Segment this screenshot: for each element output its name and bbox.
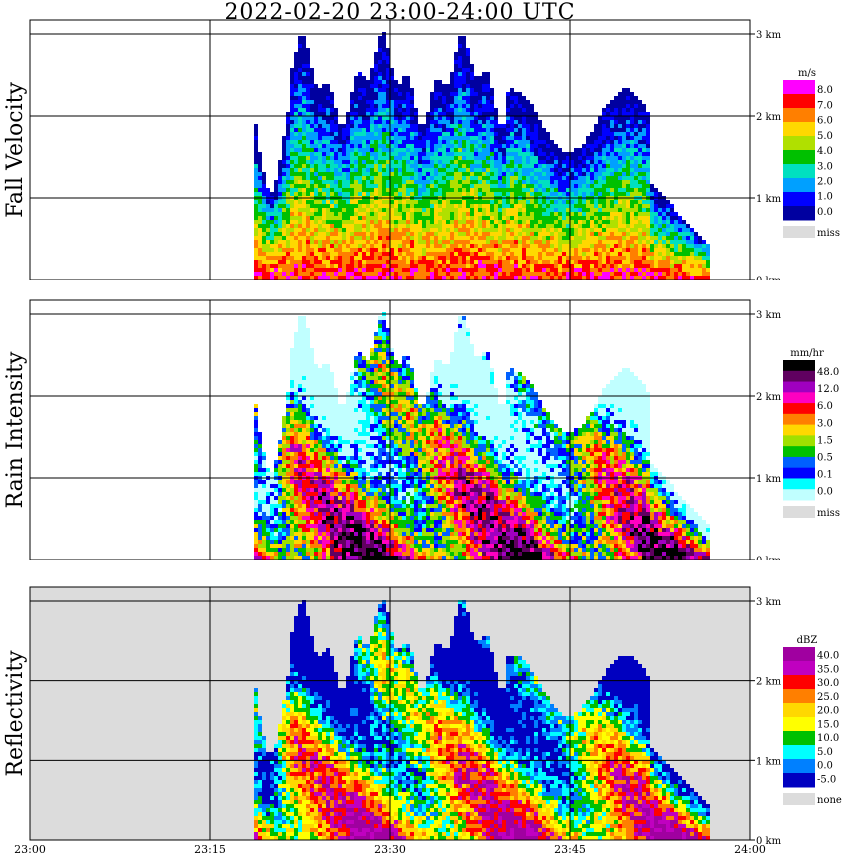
legend-label: 25.0: [817, 692, 839, 703]
legend-label: 4.0: [817, 146, 833, 157]
legend-swatch: [783, 150, 815, 165]
legend-label: 1.5: [817, 435, 833, 446]
legend-swatch: [783, 94, 815, 109]
y-tick-label: 2 km: [756, 677, 782, 688]
y-tick-label: 1 km: [756, 474, 782, 485]
legend-swatch: [783, 467, 815, 479]
legend-missing-swatch: [783, 506, 815, 518]
legend-swatch: [783, 745, 815, 760]
legend-label: 20.0: [817, 706, 839, 717]
legend: mm/hr 48.0 12.0 6.0 3.0 1.5 0.5 0.1 0.0 miss: [783, 348, 840, 519]
legend-swatch: [783, 717, 815, 732]
y-tick-label: 3 km: [756, 597, 782, 608]
legend-missing-swatch: [783, 226, 815, 238]
y-tick-label: 1 km: [756, 756, 782, 767]
legend-swatch: [783, 360, 815, 372]
legend: dBZ 40.0 35.0 30.0 25.0 20.0 15.0 10.0 5.0 0.0 -5.…: [783, 635, 842, 806]
y-tick-label: 0 km: [756, 276, 782, 280]
legend-swatch: [783, 206, 815, 221]
legend-swatch: [783, 703, 815, 718]
y-axis-label: Reflectivity: [3, 650, 28, 777]
x-tick-label: 23:00: [14, 843, 46, 856]
legend-label: 15.0: [817, 719, 839, 730]
echo-field: [254, 312, 710, 560]
x-tick-label: 23:30: [374, 843, 406, 856]
legend-swatch: [783, 192, 815, 207]
legend-missing-label: miss: [817, 228, 840, 239]
legend-swatch: [783, 773, 815, 788]
legend-label: 8.0: [817, 85, 833, 96]
y-tick-label: 1 km: [756, 194, 782, 205]
legend-label: 3.0: [817, 161, 833, 172]
legend-swatch: [783, 424, 815, 436]
legend-missing-label: miss: [817, 508, 840, 519]
legend-swatch: [783, 731, 815, 746]
legend-swatch: [783, 122, 815, 137]
legend-unit: mm/hr: [790, 348, 824, 359]
legend-swatch: [783, 413, 815, 426]
y-axis-label: Rain Intensity: [3, 351, 28, 508]
legend-label: 3.0: [817, 418, 833, 429]
legend-swatch: [783, 478, 815, 490]
panel-reflectivity: 23:00 23:15 23:30 23:45 24:000 km 1 km 2 km 3 k…: [3, 586, 842, 856]
legend-label: 12.0: [817, 384, 839, 395]
legend-swatch: [783, 661, 815, 676]
legend-swatch: [783, 381, 815, 393]
echo-field: [254, 600, 710, 840]
legend-missing-swatch: [783, 793, 815, 805]
y-tick-label: 0 km: [756, 556, 782, 560]
legend-label: 0.0: [817, 761, 833, 772]
legend-swatch: [783, 136, 815, 151]
x-tick-label: 23:45: [554, 843, 586, 856]
legend-label: 1.0: [817, 192, 833, 203]
legend-label: 6.0: [817, 116, 833, 127]
legend-swatch: [783, 370, 815, 383]
legend-label: 5.0: [817, 131, 833, 142]
legend-swatch: [783, 178, 815, 193]
legend-label: 0.0: [817, 487, 833, 498]
legend-label: 6.0: [817, 401, 833, 412]
legend-swatch: [783, 164, 815, 179]
legend-label: 10.0: [817, 733, 839, 744]
legend-swatch: [783, 80, 815, 95]
legend-missing-label: none: [817, 795, 842, 806]
legend-swatch: [783, 489, 815, 501]
legend-label: 0.1: [817, 470, 833, 481]
legend-label: 30.0: [817, 678, 839, 689]
x-tick-label: 23:15: [194, 843, 226, 856]
legend-swatch: [783, 675, 815, 690]
legend-swatch: [783, 689, 815, 704]
legend-swatch: [783, 759, 815, 774]
legend-label: -5.0: [817, 774, 836, 785]
y-tick-label: 2 km: [756, 112, 782, 123]
legend: m/s8.0 7.0 6.0 5.0 4.0 3.0 2.0 1.0 0.0 miss: [783, 68, 840, 239]
x-tick-label: 24:00: [734, 843, 766, 856]
y-tick-label: 2 km: [756, 392, 782, 403]
legend-swatch: [783, 435, 815, 447]
legend-label: 0.0: [817, 207, 833, 218]
legend-label: 2.0: [817, 177, 833, 188]
y-tick-label: 3 km: [756, 310, 782, 321]
legend-label: 48.0: [817, 367, 839, 378]
legend-label: 7.0: [817, 100, 833, 111]
legend-swatch: [783, 403, 815, 415]
y-tick-label: 0 km: [756, 836, 782, 847]
legend-unit: dBZ: [797, 635, 818, 646]
y-tick-label: 3 km: [756, 30, 782, 41]
legend-label: 0.5: [817, 452, 833, 463]
echo-field: [254, 32, 710, 280]
legend-label: 5.0: [817, 747, 833, 758]
y-axis-label: Fall Velocity: [3, 82, 28, 218]
legend-label: 35.0: [817, 664, 839, 675]
legend-label: 40.0: [817, 651, 839, 662]
legend-swatch: [783, 392, 815, 404]
legend-unit: m/s: [798, 68, 816, 79]
legend-swatch: [783, 647, 815, 662]
legend-swatch: [783, 108, 815, 123]
legend-swatch: [783, 456, 815, 469]
legend-swatch: [783, 446, 815, 458]
